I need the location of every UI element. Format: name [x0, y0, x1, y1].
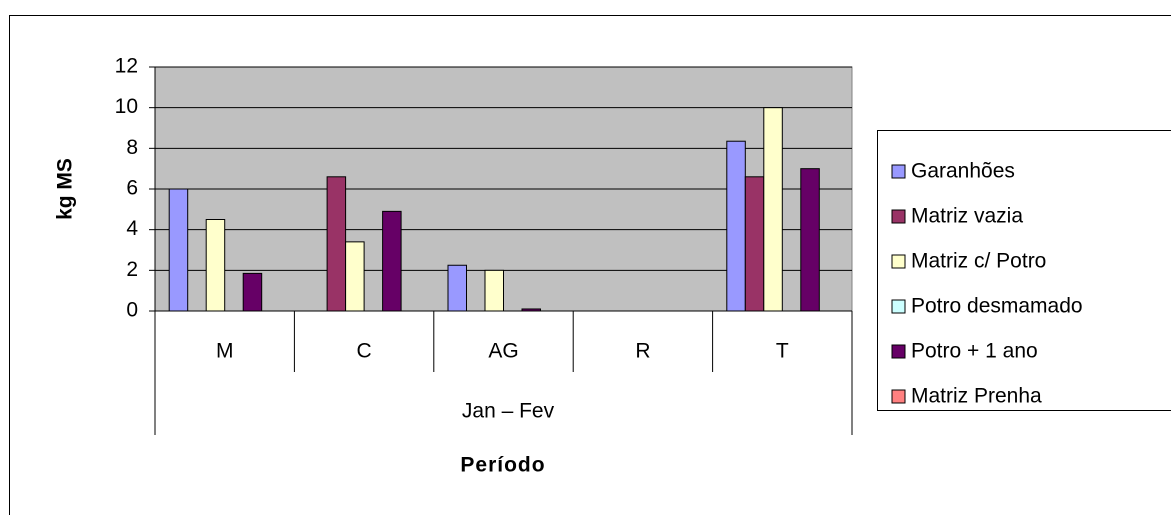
legend-label: Garanhões — [911, 160, 1015, 183]
x-tick-label: R — [635, 340, 650, 363]
legend-box — [877, 130, 1171, 411]
x-tick-label: M — [216, 340, 234, 363]
category-group-label: Jan – Fev — [462, 400, 555, 423]
bar — [744, 176, 765, 312]
bar — [382, 210, 402, 312]
legend-swatch — [891, 254, 906, 269]
bar — [205, 219, 226, 312]
y-tick-label: 0 — [126, 299, 138, 322]
x-tick-label: T — [776, 340, 789, 363]
bar — [800, 168, 820, 312]
x-axis-title: Período — [460, 454, 545, 477]
legend-label: Potro + 1 ano — [911, 340, 1038, 363]
legend-swatch — [891, 299, 906, 314]
legend-swatch — [891, 389, 906, 404]
x-tick-label: C — [357, 340, 372, 363]
bar — [484, 269, 504, 312]
y-axis-title: kg MS — [54, 158, 77, 220]
y-tick-label: 2 — [126, 258, 138, 281]
legend-swatch — [891, 209, 906, 224]
bar — [763, 107, 783, 312]
bar — [521, 308, 541, 312]
bar — [168, 188, 189, 312]
y-tick-label: 6 — [126, 177, 138, 200]
y-tick-label: 10 — [115, 95, 138, 118]
y-tick-label: 4 — [126, 217, 138, 240]
y-tick-label: 12 — [115, 55, 138, 78]
x-tick-label: AG — [488, 340, 518, 363]
legend-label: Matriz c/ Potro — [911, 250, 1046, 273]
bar — [345, 241, 365, 312]
bar — [326, 176, 347, 312]
legend-label: Matriz Prenha — [911, 385, 1042, 408]
bar — [726, 140, 746, 312]
legend-swatch — [891, 344, 906, 359]
y-tick-label: 8 — [126, 136, 138, 159]
legend-label: Matriz vazia — [911, 205, 1023, 228]
bar — [447, 264, 467, 312]
legend-swatch — [891, 164, 906, 179]
legend-label: Potro desmamado — [911, 295, 1083, 318]
bar — [242, 272, 263, 312]
